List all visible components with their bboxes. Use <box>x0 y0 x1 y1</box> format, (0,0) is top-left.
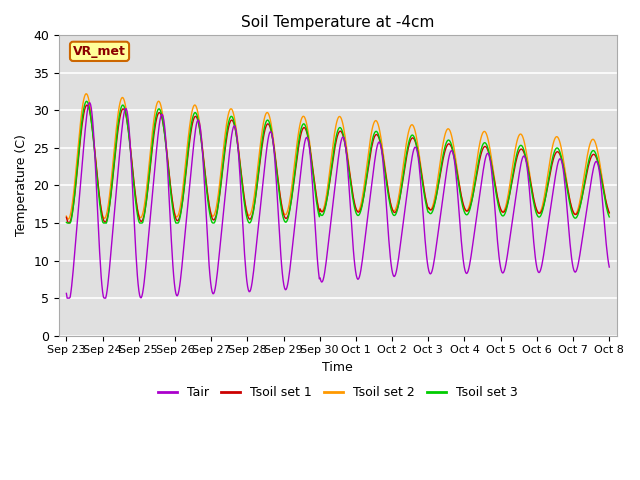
Tsoil set 1 <box>65 220 72 226</box>
Tsoil set 3 <box>185 141 193 147</box>
Tsoil set 3 <box>214 208 221 214</box>
Tair <box>63 295 71 301</box>
Title: Soil Temperature at -4cm: Soil Temperature at -4cm <box>241 15 435 30</box>
Line: Tsoil set 2: Tsoil set 2 <box>67 94 609 219</box>
Tair <box>214 269 221 275</box>
Text: VR_met: VR_met <box>73 45 126 58</box>
Tsoil set 1 <box>605 210 613 216</box>
Tsoil set 2 <box>214 198 221 204</box>
Tair <box>86 100 93 106</box>
Tsoil set 2 <box>63 213 70 219</box>
Tsoil set 3 <box>421 196 429 202</box>
Line: Tsoil set 3: Tsoil set 3 <box>67 101 609 223</box>
Tsoil set 3 <box>63 219 70 225</box>
Line: Tair: Tair <box>67 103 609 298</box>
Tsoil set 1 <box>130 176 138 181</box>
Tsoil set 3 <box>63 220 71 226</box>
Tair <box>73 223 81 228</box>
Tsoil set 3 <box>73 168 81 173</box>
Tair <box>130 206 138 212</box>
Tsoil set 1 <box>83 102 91 108</box>
Legend: Tair, Tsoil set 1, Tsoil set 2, Tsoil set 3: Tair, Tsoil set 1, Tsoil set 2, Tsoil se… <box>153 382 523 405</box>
Tsoil set 1 <box>421 193 429 199</box>
X-axis label: Time: Time <box>323 361 353 374</box>
Tsoil set 2 <box>421 192 429 198</box>
Y-axis label: Temperature (C): Temperature (C) <box>15 134 28 237</box>
Tair <box>421 237 429 242</box>
Tair <box>405 174 413 180</box>
Tsoil set 3 <box>405 138 413 144</box>
Tsoil set 2 <box>73 156 81 162</box>
Tsoil set 2 <box>605 211 613 216</box>
Tsoil set 2 <box>185 131 193 136</box>
Tsoil set 2 <box>130 176 138 182</box>
Line: Tsoil set 1: Tsoil set 1 <box>67 105 609 223</box>
Tsoil set 1 <box>185 146 193 152</box>
Tair <box>185 193 193 199</box>
Tair <box>63 290 70 296</box>
Tsoil set 1 <box>405 142 413 147</box>
Tsoil set 2 <box>82 91 90 96</box>
Tsoil set 3 <box>83 98 91 104</box>
Tsoil set 2 <box>405 127 413 132</box>
Tsoil set 3 <box>130 180 138 186</box>
Tair <box>605 264 613 270</box>
Tsoil set 3 <box>605 214 613 220</box>
Tsoil set 1 <box>63 215 70 220</box>
Tsoil set 2 <box>64 216 72 222</box>
Tsoil set 1 <box>214 207 221 213</box>
Tsoil set 1 <box>73 171 81 177</box>
